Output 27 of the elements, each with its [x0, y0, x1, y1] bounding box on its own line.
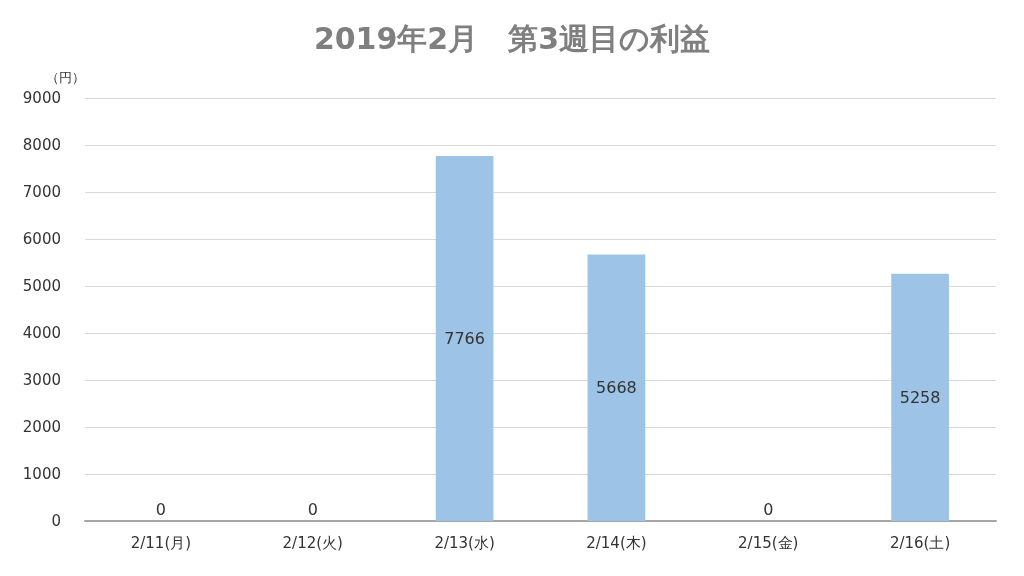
y-tick-label: 4000: [22, 324, 61, 342]
bar: [587, 254, 646, 521]
data-label: 7766: [444, 329, 485, 348]
chart-title: 2019年2月 第3週目の利益: [313, 20, 711, 56]
data-label: 0: [307, 499, 318, 519]
y-tick-label: 0: [51, 512, 61, 530]
x-tick-label: 2/16(土): [889, 533, 951, 552]
data-label: 5258: [899, 387, 941, 407]
y-axis-title: （円）: [46, 70, 85, 85]
data-label: 0: [763, 499, 774, 519]
y-tick-label: 7000: [22, 183, 61, 201]
y-tick-label: 8000: [22, 136, 61, 154]
bar: [891, 273, 949, 521]
x-tick-label: 2/12(火): [282, 533, 343, 552]
y-tick-label: 9000: [22, 89, 61, 107]
x-tick-label: 2/13(水): [434, 533, 495, 552]
y-tick-label: 5000: [22, 277, 61, 295]
y-tick-label: 2000: [22, 418, 61, 436]
y-tick-label: 1000: [22, 465, 61, 483]
bar: [435, 156, 494, 521]
y-tick-label: 3000: [22, 371, 61, 389]
x-tick-label: 2/11(月): [130, 533, 192, 552]
x-tick-label: 2/15(金): [738, 533, 799, 552]
y-tick-label: 6000: [22, 230, 61, 248]
data-label: 5668: [596, 378, 637, 398]
data-label: 0: [155, 499, 167, 519]
x-tick-label: 2/14(木): [586, 533, 647, 552]
